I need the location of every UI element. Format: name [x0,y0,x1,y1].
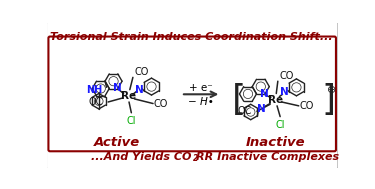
Text: N: N [113,83,122,93]
Text: Active: Active [93,136,140,149]
Text: Re: Re [268,95,283,105]
Text: CO: CO [154,98,168,108]
Text: Cl: Cl [127,116,136,126]
Text: ⊖: ⊖ [327,85,337,95]
Text: N: N [260,88,269,98]
Text: Cl: Cl [275,120,285,130]
Text: CO: CO [300,101,314,111]
Text: ]: ] [321,83,335,117]
Text: OC: OC [88,97,103,107]
Text: 2: 2 [193,154,198,163]
Text: N: N [257,104,266,114]
Text: N: N [135,85,144,95]
FancyBboxPatch shape [46,22,338,169]
Text: Torsional Strain Induces Coordination Shift...: Torsional Strain Induces Coordination Sh… [50,32,333,42]
Text: + e⁻: + e⁻ [189,83,213,93]
Text: Re: Re [121,91,136,101]
Text: RR Inactive Complexes: RR Inactive Complexes [196,153,340,162]
Text: CO: CO [279,71,294,81]
Text: OC: OC [237,106,252,116]
Text: [: [ [232,83,246,117]
Text: − H•: − H• [188,97,214,107]
Text: CO: CO [135,67,149,77]
Text: ...And Yields CO: ...And Yields CO [91,153,192,162]
Text: Inactive: Inactive [246,136,305,149]
Text: N: N [280,87,289,97]
Text: NH: NH [86,85,102,95]
FancyBboxPatch shape [48,36,336,151]
